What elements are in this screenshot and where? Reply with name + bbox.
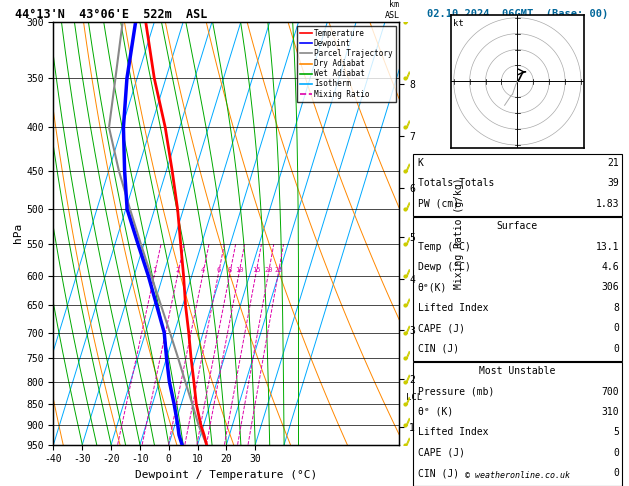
Text: 10: 10 [235,267,243,273]
Text: Lifted Index: Lifted Index [418,427,488,437]
Bar [413,217,621,361]
Text: Surface: Surface [497,221,538,231]
Text: 2: 2 [176,267,180,273]
Text: 0: 0 [613,344,620,354]
Text: 0: 0 [613,323,620,333]
Text: LCL: LCL [406,393,423,402]
Text: 13.1: 13.1 [596,242,620,252]
Text: PW (cm): PW (cm) [418,199,459,209]
Text: 20: 20 [264,267,273,273]
Text: 4: 4 [201,267,205,273]
Text: 02.10.2024  06GMT  (Base: 00): 02.10.2024 06GMT (Base: 00) [426,9,608,19]
Text: 0: 0 [613,448,620,458]
Text: 700: 700 [602,386,620,397]
Text: 5: 5 [613,427,620,437]
Legend: Temperature, Dewpoint, Parcel Trajectory, Dry Adiabat, Wet Adiabat, Isotherm, Mi: Temperature, Dewpoint, Parcel Trajectory… [297,26,396,102]
Text: 15: 15 [252,267,260,273]
Text: 4.6: 4.6 [602,262,620,272]
Text: km
ASL: km ASL [384,0,399,20]
Text: CIN (J): CIN (J) [418,468,459,478]
Text: 8: 8 [613,303,620,313]
X-axis label: Dewpoint / Temperature (°C): Dewpoint / Temperature (°C) [135,470,318,480]
Text: 44°13'N  43°06'E  522m  ASL: 44°13'N 43°06'E 522m ASL [15,8,208,21]
Text: 8: 8 [228,267,232,273]
Text: CAPE (J): CAPE (J) [418,323,465,333]
Text: θᵉ (K): θᵉ (K) [418,407,453,417]
Text: Lifted Index: Lifted Index [418,303,488,313]
Text: 1: 1 [153,267,157,273]
Text: 21: 21 [608,158,620,168]
Text: 25: 25 [274,267,282,273]
Text: Most Unstable: Most Unstable [479,366,555,376]
Text: K: K [418,158,423,168]
Text: 0: 0 [613,468,620,478]
Text: Dewp (°C): Dewp (°C) [418,262,470,272]
Text: 306: 306 [602,282,620,293]
Bar [413,362,621,486]
Text: θᵉ(K): θᵉ(K) [418,282,447,293]
Y-axis label: hPa: hPa [13,223,23,243]
Text: Pressure (mb): Pressure (mb) [418,386,494,397]
Text: Temp (°C): Temp (°C) [418,242,470,252]
Text: CAPE (J): CAPE (J) [418,448,465,458]
Text: 310: 310 [602,407,620,417]
Y-axis label: Mixing Ratio (g/kg): Mixing Ratio (g/kg) [454,177,464,289]
Text: 6: 6 [216,267,221,273]
Text: CIN (J): CIN (J) [418,344,459,354]
Text: © weatheronline.co.uk: © weatheronline.co.uk [465,471,570,480]
Text: Totals Totals: Totals Totals [418,178,494,189]
Text: 39: 39 [608,178,620,189]
Bar [413,154,621,216]
Text: 1.83: 1.83 [596,199,620,209]
